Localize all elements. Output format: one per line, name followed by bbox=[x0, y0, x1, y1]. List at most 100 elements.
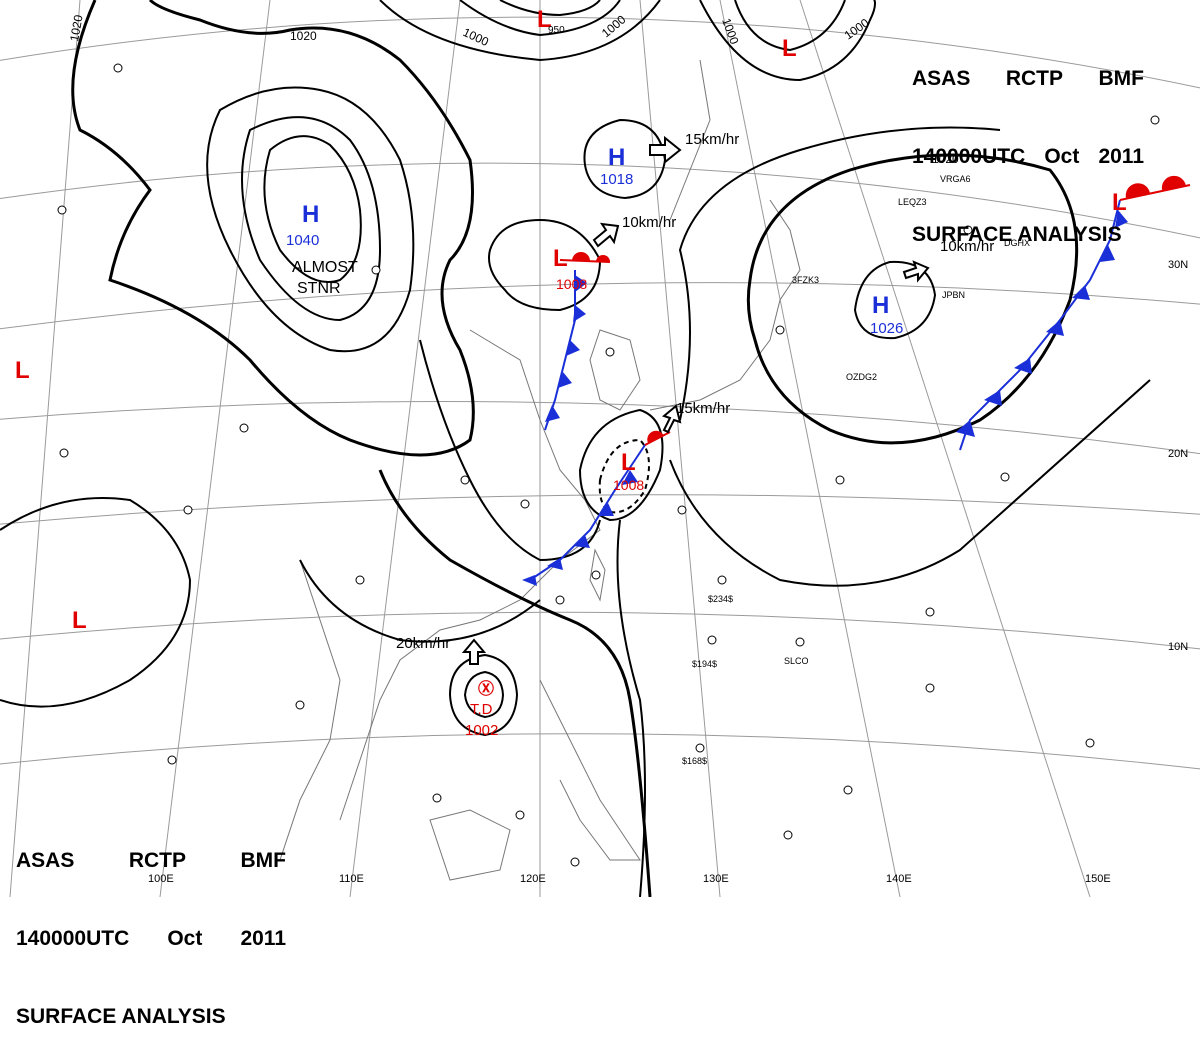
isobar bbox=[488, 218, 602, 312]
cold-front-pip bbox=[1115, 210, 1128, 228]
station-markers bbox=[57, 63, 1160, 867]
station-id: JPBN bbox=[942, 290, 965, 300]
low-center-label: L bbox=[553, 245, 568, 272]
cold-front-pip bbox=[545, 405, 560, 422]
footer-month: Oct bbox=[167, 927, 203, 950]
station-circle bbox=[239, 423, 249, 433]
station-circle bbox=[795, 637, 805, 647]
longitude-label: 110E bbox=[339, 873, 364, 885]
station-id: SLCO bbox=[784, 656, 809, 666]
cold-front-pip bbox=[558, 372, 572, 388]
isobar bbox=[241, 116, 382, 322]
station-circle bbox=[1150, 115, 1160, 125]
header-month: Oct bbox=[1044, 145, 1080, 168]
isobar bbox=[678, 126, 1001, 421]
warm-front-line bbox=[1119, 184, 1191, 201]
isobar-value: 950 bbox=[548, 25, 565, 36]
low-center-label: L bbox=[15, 357, 30, 384]
tropical-depression-value: 1002 bbox=[465, 722, 498, 739]
motion-arrow-icon bbox=[902, 260, 930, 283]
isobar bbox=[669, 379, 1151, 587]
warm-front-bump bbox=[572, 252, 590, 261]
station-circle bbox=[783, 830, 793, 840]
stationary-note-line1: ALMOST bbox=[292, 259, 358, 276]
header-year: 2011 bbox=[1098, 145, 1144, 168]
station-id: $234$ bbox=[708, 594, 733, 604]
motion-speed-label: 10km/hr bbox=[940, 238, 994, 255]
station-circle bbox=[695, 743, 705, 753]
longitude-label: 140E bbox=[886, 873, 912, 885]
latitude-line bbox=[0, 162, 1200, 239]
station-circle bbox=[460, 475, 470, 485]
longitude-label: 120E bbox=[520, 873, 546, 885]
coastline-indochina bbox=[279, 559, 341, 861]
header-agency: ASAS bbox=[912, 67, 971, 90]
isobar bbox=[0, 497, 192, 708]
cold-front-pip bbox=[573, 305, 586, 322]
cold-front-pip bbox=[622, 470, 638, 485]
isobar bbox=[699, 0, 876, 82]
motion-speed-label: 15km/hr bbox=[685, 131, 739, 148]
cold-front-pip bbox=[1046, 320, 1064, 336]
longitude-label: 100E bbox=[148, 873, 174, 885]
high-center-value: 1026 bbox=[870, 320, 903, 337]
low-center-value: 1008 bbox=[556, 276, 587, 292]
surface-analysis-map: L L H 1018 H 1040 ALMOST STNR L 1008 H 1… bbox=[0, 0, 1200, 897]
low-center-label: L bbox=[72, 607, 87, 634]
station-circle bbox=[1000, 472, 1010, 482]
station-circle bbox=[843, 785, 853, 795]
isobar-value: 1020 bbox=[932, 152, 959, 166]
coastline-taiwan bbox=[589, 548, 606, 602]
isobar bbox=[71, 0, 475, 457]
footer-office: BMF bbox=[240, 849, 287, 872]
longitude-line bbox=[799, 0, 1091, 897]
isobar bbox=[459, 0, 621, 37]
isobar bbox=[578, 408, 664, 522]
isobar bbox=[263, 135, 362, 283]
isobar bbox=[448, 653, 519, 737]
high-center-label: H bbox=[872, 292, 889, 319]
warm-front-bump bbox=[1125, 183, 1150, 198]
high-center-label: H bbox=[608, 144, 625, 171]
station-circle bbox=[591, 570, 601, 580]
cold-front-pip bbox=[575, 275, 587, 292]
station-circle bbox=[925, 683, 935, 693]
footer-time: 140000UTC bbox=[16, 927, 130, 950]
footer-row-time: 140000UTC Oct 2011 bbox=[16, 926, 286, 952]
station-id: DGHX bbox=[1004, 238, 1030, 248]
chart-header-bottom: ASAS RCTP BMF 140000UTC Oct 2011 SURFACE… bbox=[16, 796, 286, 1056]
motion-arrow-icon bbox=[592, 222, 620, 248]
station-circle bbox=[555, 595, 565, 605]
station-circle bbox=[295, 700, 305, 710]
latitude-line bbox=[0, 611, 1200, 650]
station-circle bbox=[520, 499, 530, 509]
isobar bbox=[499, 0, 601, 17]
station-circle bbox=[183, 505, 193, 515]
motion-arrow-icon bbox=[649, 135, 682, 165]
station-id: OZDG2 bbox=[846, 372, 877, 382]
footer-station: RCTP bbox=[128, 849, 187, 872]
cold-front-pip bbox=[522, 575, 537, 586]
isobar-value: 1020 bbox=[67, 13, 85, 42]
longitude-label: 130E bbox=[703, 873, 729, 885]
header-product: SURFACE ANALYSIS bbox=[912, 223, 1122, 246]
motion-arrow-icon bbox=[461, 638, 487, 665]
chart-header-top: ASAS RCTP BMF 140000UTC Oct 2011 SURFACE… bbox=[912, 14, 1144, 274]
low-center-value: 1008 bbox=[613, 477, 644, 493]
footer-agency: ASAS bbox=[16, 849, 75, 872]
high-center-value: 1040 bbox=[286, 232, 319, 249]
longitude-label: 150E bbox=[1085, 873, 1111, 885]
station-circle bbox=[925, 607, 935, 617]
isobar bbox=[853, 260, 937, 340]
coastlines bbox=[279, 59, 801, 881]
cold-front-pip bbox=[1014, 358, 1032, 374]
footer-year: 2011 bbox=[240, 927, 286, 950]
latitude-label: 30N bbox=[1168, 259, 1188, 271]
low-center-label: L bbox=[621, 449, 636, 476]
header-station: RCTP bbox=[1005, 67, 1064, 90]
station-circle bbox=[570, 857, 580, 867]
motion-speed-label: 20km/hr bbox=[396, 635, 450, 652]
station-circle bbox=[717, 575, 727, 585]
isobar-value: 1000 bbox=[842, 15, 872, 42]
station-circle bbox=[355, 575, 365, 585]
